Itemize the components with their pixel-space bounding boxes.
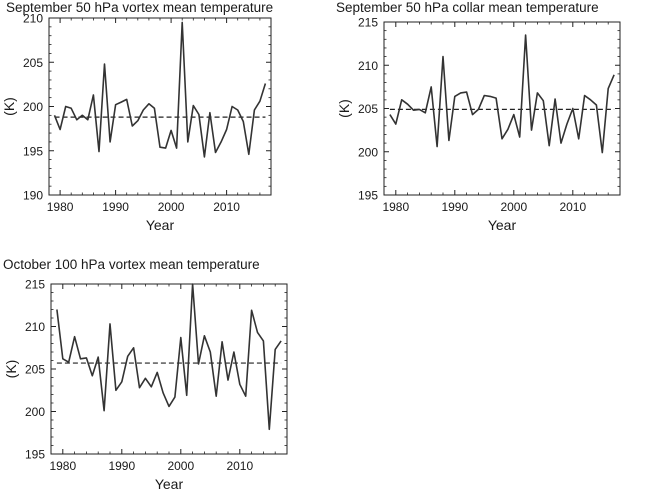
series-line	[53, 21, 267, 158]
series-line	[56, 283, 282, 431]
y-tick-label: 200	[358, 145, 378, 159]
y-tick-label: 195	[25, 448, 45, 462]
x-axis-label: Year	[488, 217, 517, 233]
y-tick-label: 205	[25, 363, 45, 377]
chart-plot-2: 195 200 205 210 215 1980 1990 2000 2010 Year (K)	[336, 16, 621, 233]
chart-plot-1: 190 195 200 205 210 1980 1990 2000 2010 Year (K)	[1, 12, 272, 233]
y-tick-label: 215	[358, 16, 378, 30]
x-tick-label: 1980	[47, 200, 74, 214]
x-tick-label: 2010	[559, 200, 586, 214]
x-tick-label: 2010	[213, 200, 240, 214]
chart-plot-3: 195 200 205 210 215 1980 1990 2000 2010 Year (K)	[3, 278, 288, 492]
y-tick-label: 210	[23, 12, 43, 26]
y-tick-label: 215	[25, 278, 45, 292]
x-tick-label: 2010	[226, 459, 253, 473]
plot-frame	[383, 21, 621, 196]
y-tick-label: 195	[358, 189, 378, 203]
y-axis-label: (K)	[336, 99, 352, 118]
x-tick-label: 2000	[167, 459, 194, 473]
chart-title: September 50 hPa vortex mean temperature	[6, 0, 274, 15]
x-axis-label: Year	[155, 476, 184, 492]
y-tick-label: 210	[358, 59, 378, 73]
chart-panel-1: September 50 hPa vortex mean temperature…	[0, 0, 330, 240]
series-line	[389, 34, 615, 154]
plot-frame	[50, 283, 288, 455]
x-tick-label: 1990	[441, 200, 468, 214]
y-tick-label: 210	[25, 320, 45, 334]
x-tick-label: 1990	[108, 459, 135, 473]
y-tick-label: 205	[358, 102, 378, 116]
y-tick-label: 200	[23, 100, 43, 114]
y-tick-label: 195	[23, 144, 43, 158]
y-axis-label: (K)	[1, 97, 17, 116]
chart-panel-2: September 50 hPa collar mean temperature…	[333, 0, 646, 240]
chart-title: October 100 hPa vortex mean temperature	[3, 257, 260, 272]
x-tick-label: 2000	[158, 200, 185, 214]
y-tick-label: 200	[25, 405, 45, 419]
x-tick-label: 2000	[500, 200, 527, 214]
y-tick-label: 205	[23, 56, 43, 70]
x-tick-label: 1980	[382, 200, 409, 214]
plot-frame	[48, 17, 272, 196]
y-tick-label: 190	[23, 189, 43, 203]
chart-title: September 50 hPa collar mean temperature	[336, 0, 599, 15]
x-axis-label: Year	[146, 217, 175, 233]
x-tick-label: 1980	[49, 459, 76, 473]
chart-panel-3: October 100 hPa vortex mean temperature …	[0, 255, 330, 493]
y-axis-label: (K)	[3, 360, 19, 379]
x-tick-label: 1990	[102, 200, 129, 214]
